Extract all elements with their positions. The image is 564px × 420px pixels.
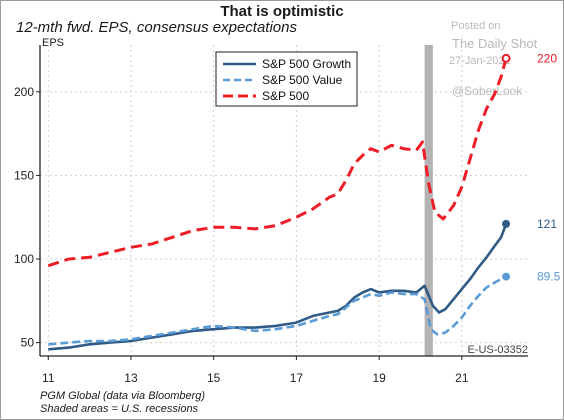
end-marker-sp500	[501, 53, 511, 63]
end-marker	[502, 272, 511, 281]
series-line-s-p-500-value	[48, 275, 507, 346]
y-tick-label: 100	[14, 252, 34, 266]
footer-source-note: PGM Global (data via Bloomberg)	[40, 390, 206, 402]
watermark-posted-on: Posted on	[451, 20, 501, 32]
chart-subtitle: 12-mth fwd. EPS, consensus expectations	[16, 19, 297, 36]
chart-id-label: E-US-03352	[467, 344, 528, 356]
watermark-site-name: The Daily Shot	[452, 36, 538, 51]
end-value-label: 121	[537, 217, 557, 231]
y-axis-unit-label: EPS	[42, 37, 65, 49]
x-tick-label: 17	[290, 371, 304, 385]
y-tick-label: 50	[21, 336, 35, 350]
end-value-label: 89.5	[537, 270, 561, 284]
chart-title: That is optimistic	[220, 3, 344, 20]
series-line-s-p-500	[47, 58, 508, 268]
tick-labels: 50 100 150 200 11 13 15 17 19 21	[14, 85, 469, 385]
x-tick-label: 21	[455, 371, 469, 385]
axes	[39, 45, 528, 357]
watermark-handle: @SoberLook	[452, 84, 523, 98]
end-marker	[502, 219, 511, 228]
end-value-label: 220	[537, 51, 557, 65]
x-tick-label: 13	[124, 371, 138, 385]
x-tick-label: 15	[207, 371, 221, 385]
legend-label: S&P 500 Growth	[262, 57, 351, 71]
recession-shading	[424, 45, 433, 356]
watermark-date: 27-Jan-2022	[449, 55, 511, 67]
recession-band	[424, 45, 433, 356]
legend-label: S&P 500	[262, 89, 309, 103]
x-tick-label: 19	[372, 371, 386, 385]
series-line-s-p-500-growth	[48, 223, 508, 351]
footer-shading-note: Shaded areas = U.S. recessions	[40, 403, 199, 415]
legend: S&P 500 Growth S&P 500 Value S&P 500	[215, 51, 358, 107]
end-markers: 220 121 89.5	[501, 51, 561, 284]
legend-label: S&P 500 Value	[262, 73, 343, 87]
y-tick-label: 150	[14, 168, 34, 182]
x-tick-label: 11	[42, 371, 55, 385]
y-tick-label: 200	[14, 85, 34, 99]
series-lines	[47, 58, 508, 351]
